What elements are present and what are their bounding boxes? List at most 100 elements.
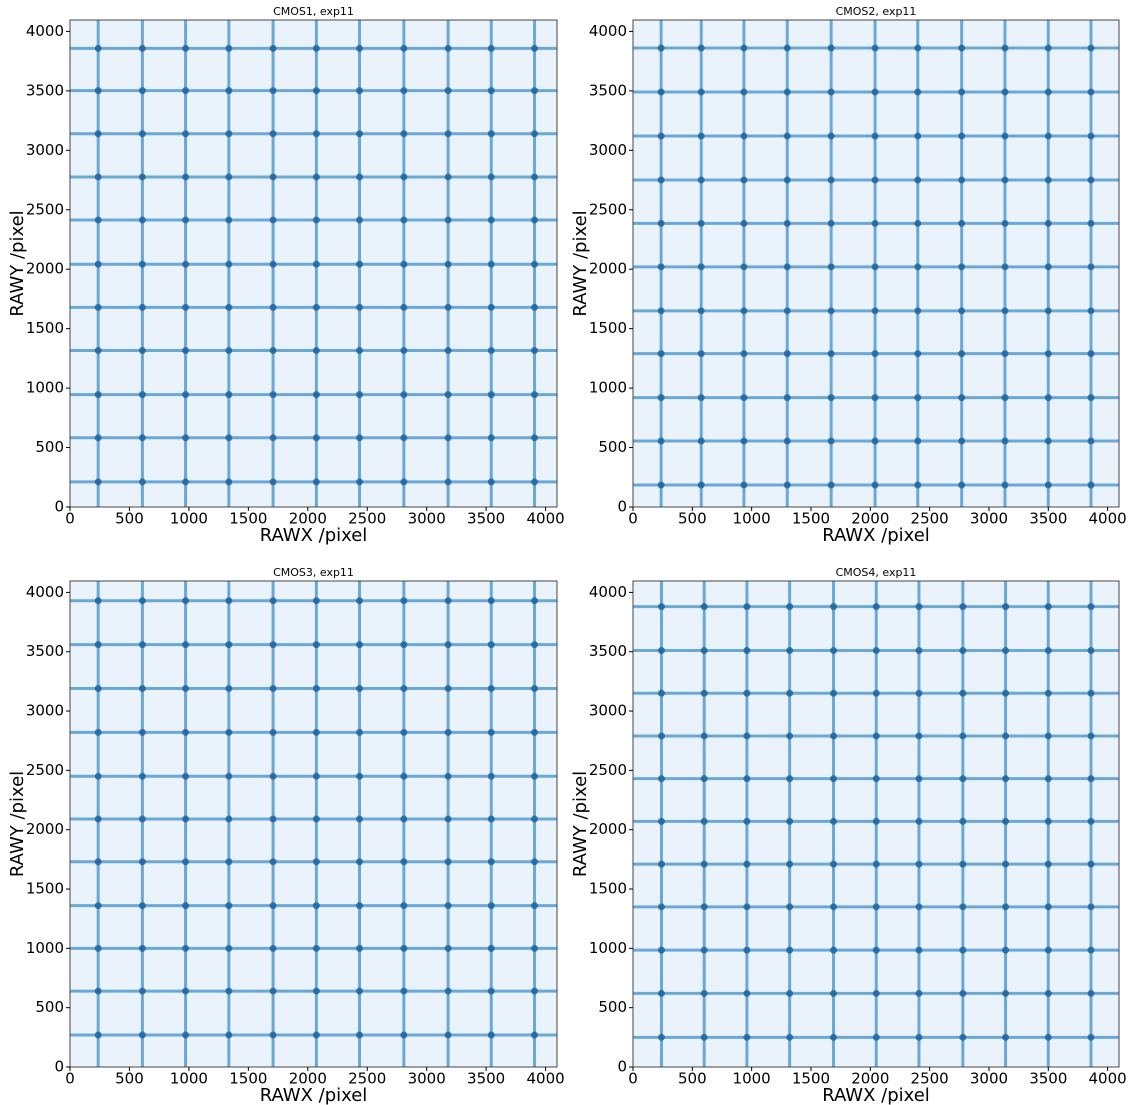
mesh-node xyxy=(356,641,363,648)
mesh-node xyxy=(872,438,879,445)
mesh-node xyxy=(95,478,102,485)
mesh-node xyxy=(698,307,705,314)
mesh-node xyxy=(270,773,277,780)
figure: 0500100015002000250030003500400005001000… xyxy=(0,0,1130,1105)
mesh-node xyxy=(270,87,277,94)
mesh-node xyxy=(1087,1034,1094,1041)
mesh-node xyxy=(445,1031,452,1038)
x-tick-label: 3500 xyxy=(1029,1070,1067,1088)
mesh-node xyxy=(445,988,452,995)
chart-title: CMOS1, exp11 xyxy=(273,5,354,18)
mesh-node xyxy=(1087,220,1094,227)
mesh-node xyxy=(139,216,146,223)
mesh-node xyxy=(1087,482,1094,489)
mesh-node xyxy=(830,903,837,910)
mesh-node xyxy=(784,89,791,96)
mesh-node xyxy=(400,685,407,692)
chart-title: CMOS4, exp11 xyxy=(836,566,917,579)
y-tick-label: 2000 xyxy=(26,820,64,838)
mesh-node xyxy=(915,861,922,868)
mesh-node xyxy=(356,729,363,736)
mesh-node xyxy=(872,45,879,52)
mesh-node xyxy=(95,261,102,268)
mesh-node xyxy=(959,1034,966,1041)
mesh-node xyxy=(313,729,320,736)
x-tick-label: 3000 xyxy=(970,1070,1008,1088)
mesh-node xyxy=(270,304,277,311)
mesh-node xyxy=(959,690,966,697)
mesh-node xyxy=(914,482,921,489)
mesh-node xyxy=(959,775,966,782)
mesh-node xyxy=(139,261,146,268)
mesh-node xyxy=(182,216,189,223)
mesh-node xyxy=(830,647,837,654)
mesh-node xyxy=(698,89,705,96)
mesh-node xyxy=(313,130,320,137)
mesh-node xyxy=(139,304,146,311)
mesh-node xyxy=(743,603,750,610)
mesh-node xyxy=(1045,350,1052,357)
mesh-node xyxy=(488,87,495,94)
mesh-node xyxy=(1045,861,1052,868)
mesh-node xyxy=(400,858,407,865)
mesh-node xyxy=(786,990,793,997)
mesh-node xyxy=(313,685,320,692)
y-tick-label: 500 xyxy=(35,998,64,1016)
mesh-node xyxy=(958,45,965,52)
mesh-node xyxy=(139,945,146,952)
mesh-node xyxy=(830,990,837,997)
mesh-node xyxy=(445,729,452,736)
y-tick-label: 1500 xyxy=(26,880,64,898)
mesh-node xyxy=(182,945,189,952)
mesh-node xyxy=(701,861,708,868)
mesh-node xyxy=(400,902,407,909)
mesh-node xyxy=(139,685,146,692)
mesh-node xyxy=(959,861,966,868)
mesh-node xyxy=(95,1031,102,1038)
mesh-node xyxy=(872,89,879,96)
mesh-node xyxy=(356,130,363,137)
y-tick-label: 4000 xyxy=(589,583,627,601)
mesh-node xyxy=(1045,947,1052,954)
mesh-node xyxy=(531,816,538,823)
mesh-node xyxy=(95,816,102,823)
mesh-node xyxy=(1087,990,1094,997)
mesh-node xyxy=(182,729,189,736)
mesh-node xyxy=(915,603,922,610)
mesh-node xyxy=(488,816,495,823)
mesh-node xyxy=(445,130,452,137)
mesh-node xyxy=(1002,990,1009,997)
y-tick-label: 500 xyxy=(598,998,627,1016)
mesh-node xyxy=(740,350,747,357)
mesh-node xyxy=(313,87,320,94)
mesh-node xyxy=(701,603,708,610)
mesh-node xyxy=(958,177,965,184)
mesh-node xyxy=(531,945,538,952)
y-tick-label: 0 xyxy=(54,498,64,516)
mesh-node xyxy=(445,858,452,865)
y-tick-label: 0 xyxy=(617,1058,627,1076)
mesh-node xyxy=(958,350,965,357)
mesh-node xyxy=(139,858,146,865)
x-tick-label: 3000 xyxy=(408,510,446,528)
mesh-node xyxy=(701,732,708,739)
mesh-node xyxy=(958,263,965,270)
mesh-node xyxy=(313,858,320,865)
mesh-node xyxy=(872,263,879,270)
mesh-node xyxy=(914,177,921,184)
mesh-node xyxy=(658,903,665,910)
mesh-node xyxy=(740,45,747,52)
y-tick-label: 1000 xyxy=(589,379,627,397)
mesh-node xyxy=(270,130,277,137)
mesh-node xyxy=(828,45,835,52)
mesh-node xyxy=(873,775,880,782)
mesh-node xyxy=(658,45,665,52)
mesh-node xyxy=(1045,307,1052,314)
mesh-node xyxy=(658,177,665,184)
mesh-node xyxy=(698,263,705,270)
mesh-node xyxy=(225,173,232,180)
mesh-node xyxy=(182,858,189,865)
mesh-node xyxy=(356,304,363,311)
mesh-node xyxy=(270,216,277,223)
chart-title: CMOS2, exp11 xyxy=(836,5,917,18)
